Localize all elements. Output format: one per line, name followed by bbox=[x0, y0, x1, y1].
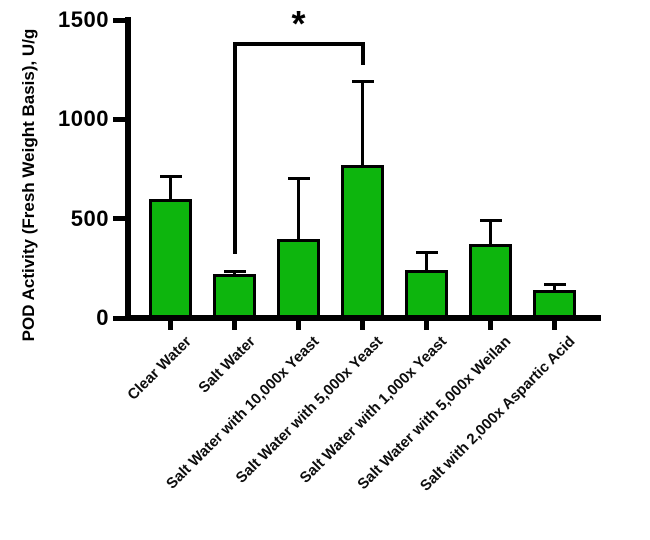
bar bbox=[533, 290, 576, 318]
bar-error-line bbox=[297, 178, 300, 239]
bar bbox=[405, 270, 448, 318]
x-tick bbox=[360, 321, 365, 330]
x-axis-line bbox=[125, 315, 601, 321]
y-tick bbox=[113, 216, 125, 222]
bar bbox=[149, 198, 192, 318]
bar-error-line bbox=[553, 284, 556, 291]
y-tick-label: 1000 bbox=[58, 106, 109, 132]
bar-error-cap bbox=[543, 282, 566, 286]
y-tick bbox=[113, 315, 125, 321]
x-tick bbox=[296, 321, 301, 330]
bar bbox=[341, 165, 384, 318]
y-tick-label: 0 bbox=[96, 305, 109, 330]
x-category-label: Salt Water bbox=[195, 333, 259, 397]
bar-error-cap bbox=[223, 269, 246, 273]
bar-error-cap bbox=[351, 80, 374, 84]
x-tick bbox=[424, 321, 429, 330]
x-tick bbox=[488, 321, 493, 330]
significance-asterisk: * bbox=[291, 3, 306, 44]
x-category-label: Clear Water bbox=[123, 333, 195, 404]
y-tick bbox=[113, 17, 125, 23]
bar-error-cap bbox=[159, 175, 182, 179]
bar bbox=[469, 244, 512, 318]
y-tick-label: 1500 bbox=[58, 7, 109, 32]
sig-bracket-right-arm bbox=[360, 42, 365, 65]
bar-error-line bbox=[169, 176, 172, 199]
bar-error-cap bbox=[287, 177, 310, 181]
bar-error-cap bbox=[415, 250, 438, 254]
bar-error-line bbox=[489, 220, 492, 245]
bar-error-line bbox=[425, 252, 428, 271]
x-tick bbox=[552, 321, 557, 330]
bar-error-line bbox=[361, 81, 364, 166]
bar bbox=[277, 238, 320, 318]
sig-bracket-left-arm bbox=[232, 42, 237, 255]
x-tick bbox=[168, 321, 173, 330]
sig-bracket-horizontal bbox=[232, 42, 365, 46]
y-tick-label: 500 bbox=[70, 205, 109, 231]
x-tick bbox=[232, 321, 237, 330]
y-axis-line bbox=[125, 17, 131, 321]
bar-error-cap bbox=[479, 219, 502, 223]
y-tick bbox=[113, 116, 125, 122]
bar bbox=[213, 274, 256, 318]
